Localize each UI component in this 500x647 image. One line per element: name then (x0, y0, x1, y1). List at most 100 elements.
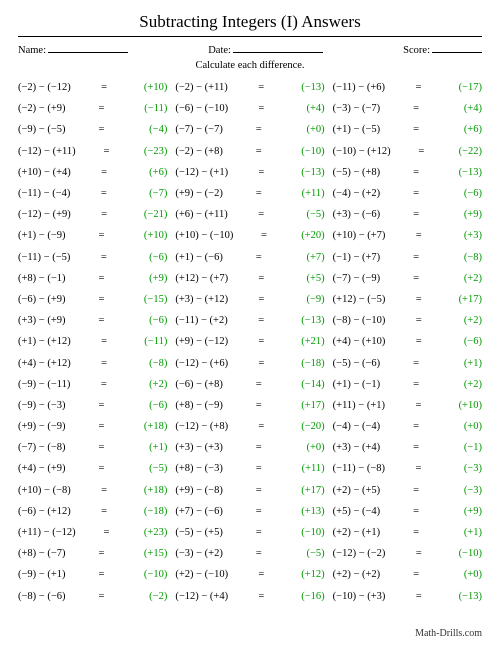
problem-lhs: (+1) − (+12) (18, 336, 71, 347)
problem-row: (−6) − (−10)=(+4) (175, 98, 324, 119)
answer: (+1) (452, 527, 482, 538)
answer: (−8) (452, 252, 482, 263)
answer: (−6) (137, 252, 167, 263)
problem-column: (−11) − (+6)=(−17)(−3) − (−7)=(+4)(+1) −… (333, 77, 482, 607)
equals-sign: = (380, 273, 452, 284)
equals-sign: = (228, 591, 295, 602)
answer: (+6) (137, 167, 167, 178)
equals-sign: = (66, 230, 138, 241)
problem-lhs: (+10) − (−10) (175, 230, 233, 241)
problem-row: (−10) − (+12)=(−22) (333, 141, 482, 162)
answer: (+0) (295, 124, 325, 135)
problem-lhs: (−2) − (+8) (175, 146, 223, 157)
equals-sign: = (223, 485, 295, 496)
answer: (+3) (452, 230, 482, 241)
answer: (−18) (137, 506, 167, 517)
problem-lhs: (+8) − (−3) (175, 463, 223, 474)
equals-sign: = (66, 569, 138, 580)
problem-row: (+5) − (−4)=(+9) (333, 501, 482, 522)
answer: (−13) (295, 82, 325, 93)
problem-row: (+9) − (−9)=(+18) (18, 416, 167, 437)
answer: (+7) (295, 252, 325, 263)
equals-sign: = (66, 315, 138, 326)
problem-lhs: (+1) − (−5) (333, 124, 381, 135)
problem-row: (−12) − (+8)=(−20) (175, 416, 324, 437)
equals-sign: = (385, 315, 452, 326)
problem-lhs: (−6) − (−10) (175, 103, 228, 114)
equals-sign: = (385, 400, 452, 411)
answer: (−13) (295, 167, 325, 178)
answer: (−1) (452, 442, 482, 453)
equals-sign: = (76, 527, 138, 538)
answer: (+23) (137, 527, 167, 538)
equals-sign: = (71, 336, 138, 347)
problem-lhs: (−12) − (+6) (175, 358, 228, 369)
answer: (+20) (295, 230, 325, 241)
equals-sign: = (71, 82, 138, 93)
problem-lhs: (−5) − (+5) (175, 527, 223, 538)
problem-lhs: (+8) − (−1) (18, 273, 66, 284)
score-field: Score: (403, 43, 482, 56)
problem-row: (−9) − (−11)=(+2) (18, 374, 167, 395)
problem-row: (+10) − (−10)=(+20) (175, 225, 324, 246)
problem-lhs: (−3) − (+2) (175, 548, 223, 559)
problem-row: (−7) − (−9)=(+2) (333, 268, 482, 289)
equals-sign: = (228, 273, 295, 284)
problem-lhs: (+2) − (−10) (175, 569, 228, 580)
problem-lhs: (−7) − (−7) (175, 124, 223, 135)
answer: (+2) (452, 273, 482, 284)
equals-sign: = (66, 294, 138, 305)
answer: (−21) (137, 209, 167, 220)
equals-sign: = (70, 188, 137, 199)
problem-row: (+1) − (−6)=(+7) (175, 247, 324, 268)
equals-sign: = (385, 230, 452, 241)
problem-lhs: (+9) − (−9) (18, 421, 66, 432)
problem-lhs: (+4) − (+10) (333, 336, 386, 347)
problem-row: (−6) − (+12)=(−18) (18, 501, 167, 522)
problem-row: (−11) − (−8)=(−3) (333, 458, 482, 479)
problem-row: (+2) − (+1)=(+1) (333, 522, 482, 543)
equals-sign: = (223, 548, 295, 559)
name-label: Name: (18, 45, 46, 56)
problem-row: (−5) − (+5)=(−10) (175, 522, 324, 543)
problem-row: (−8) − (−10)=(+2) (333, 310, 482, 331)
equals-sign: = (228, 167, 295, 178)
answer: (+9) (137, 273, 167, 284)
problem-row: (−4) − (−4)=(+0) (333, 416, 482, 437)
equals-sign: = (380, 167, 452, 178)
problem-row: (+12) − (+7)=(+5) (175, 268, 324, 289)
equals-sign: = (233, 230, 294, 241)
problem-lhs: (+6) − (+11) (175, 209, 227, 220)
problem-lhs: (−5) − (−6) (333, 358, 381, 369)
date-label: Date: (208, 45, 231, 56)
equals-sign: = (380, 527, 452, 538)
problem-row: (−12) − (+1)=(−13) (175, 162, 324, 183)
problem-lhs: (−2) − (+9) (18, 103, 66, 114)
problem-lhs: (+4) − (+12) (18, 358, 71, 369)
equals-sign: = (380, 252, 452, 263)
equals-sign: = (385, 336, 452, 347)
problem-row: (+8) − (−3)=(+11) (175, 458, 324, 479)
problem-row: (+2) − (−10)=(+12) (175, 564, 324, 585)
problem-row: (+12) − (−5)=(+17) (333, 289, 482, 310)
equals-sign: = (66, 124, 138, 135)
problem-row: (+3) − (−6)=(+9) (333, 204, 482, 225)
problem-row: (−11) − (−4)=(−7) (18, 183, 167, 204)
problem-lhs: (−5) − (+8) (333, 167, 381, 178)
equals-sign: = (380, 124, 452, 135)
answer: (−13) (452, 167, 482, 178)
equals-sign: = (223, 252, 295, 263)
problem-lhs: (+9) − (−2) (175, 188, 223, 199)
problem-row: (−3) − (−7)=(+4) (333, 98, 482, 119)
answer: (−13) (295, 315, 325, 326)
problem-row: (−3) − (+2)=(−5) (175, 543, 324, 564)
answer: (−22) (452, 146, 482, 157)
name-blank (48, 43, 128, 53)
answer: (+4) (452, 103, 482, 114)
answer: (+2) (137, 379, 167, 390)
equals-sign: = (380, 103, 452, 114)
problem-lhs: (−9) − (+1) (18, 569, 66, 580)
problem-lhs: (+12) − (−5) (333, 294, 386, 305)
equals-sign: = (66, 400, 138, 411)
equals-sign: = (228, 209, 295, 220)
